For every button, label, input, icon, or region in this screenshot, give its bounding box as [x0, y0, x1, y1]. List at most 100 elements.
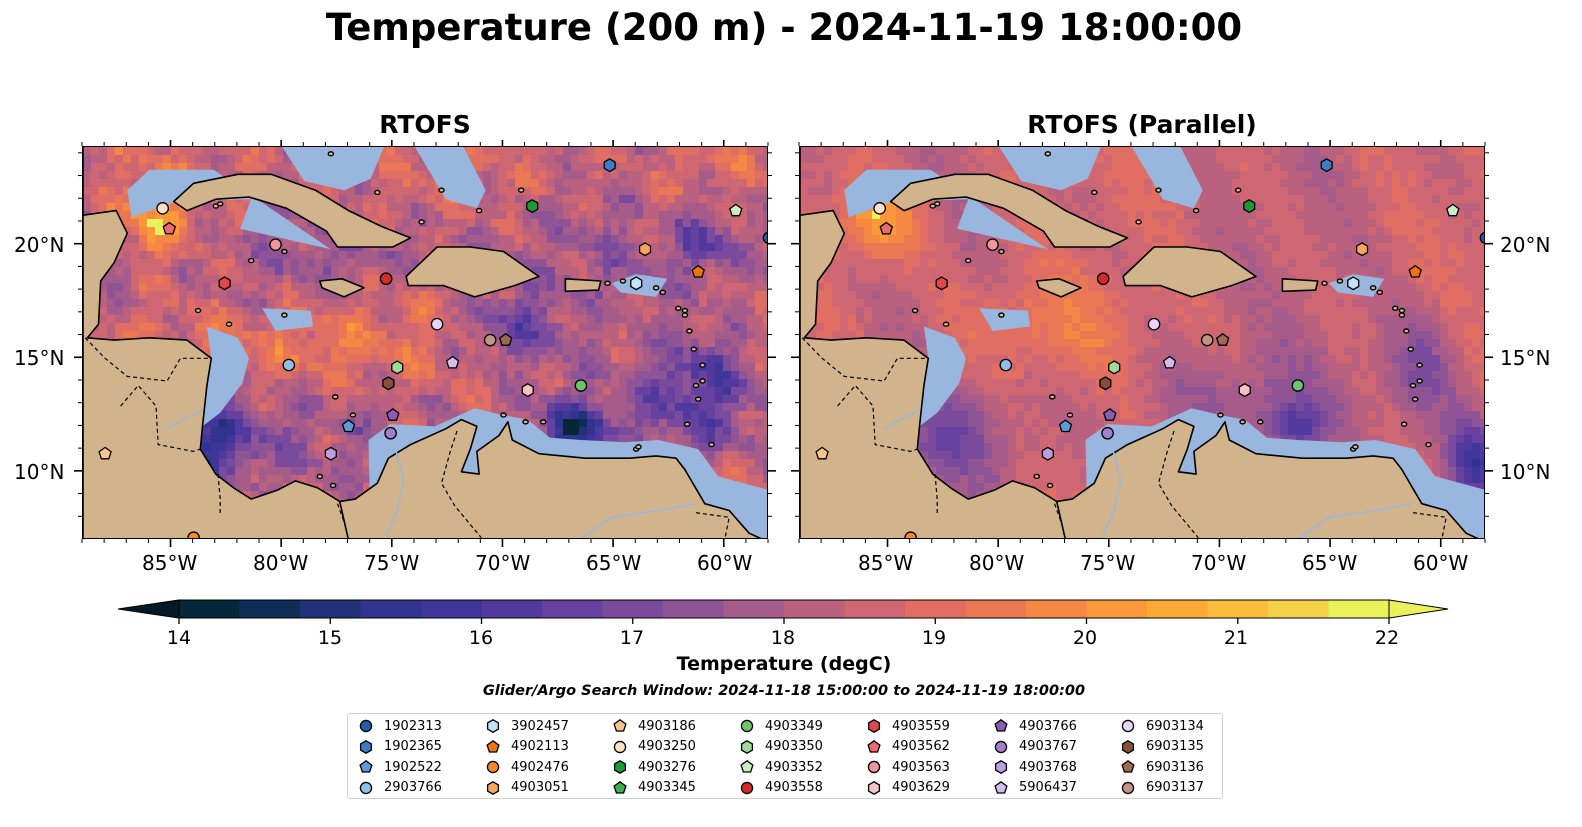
country-borders: [84, 337, 730, 538]
float-marker-4903186: [98, 446, 112, 460]
float-marker-6903135: [382, 376, 395, 391]
map-panel-rtofs-parallel: [799, 146, 1485, 539]
legend-marker: [486, 780, 500, 795]
colorbar-segment: [421, 600, 482, 618]
legend-item: 4903186: [612, 716, 696, 736]
float-marker-4903562: [162, 221, 177, 235]
legend-label: 1902522: [384, 759, 442, 775]
colorbar-over-extension: [1388, 599, 1449, 619]
float-marker-4903766: [1103, 408, 1117, 421]
colorbar-segment: [602, 600, 664, 618]
colorbar-segment: [844, 600, 906, 618]
colorbar-segment: [239, 600, 301, 618]
lon-label: 65°W: [1302, 551, 1358, 575]
hexagon-marker-icon: [1121, 739, 1135, 754]
colorbar-tick: 20: [1072, 627, 1098, 649]
legend-label: 4903186: [638, 718, 696, 734]
legend-label: 4903352: [765, 759, 823, 775]
float-marker-4903350: [1108, 360, 1121, 375]
legend-item: 1902365: [358, 737, 442, 757]
float-marker-6903136: [498, 333, 513, 346]
float-marker-4902113: [691, 264, 705, 278]
colorbar-tick: 22: [1374, 627, 1400, 649]
lat-label-left: 20°N: [14, 233, 65, 257]
pentagon-marker-icon: [613, 718, 627, 732]
pentagon-marker-icon: [359, 759, 373, 773]
float-marker-4903558: [1096, 272, 1110, 286]
pentagon-marker-icon: [486, 739, 500, 753]
hexagon-marker-icon: [740, 739, 754, 754]
figure-title: Temperature (200 m) - 2024-11-19 18:00:0…: [325, 6, 1243, 49]
colorbar-label: Temperature (degC): [676, 653, 892, 675]
legend-item: 4903768: [993, 757, 1077, 777]
legend-item: 4903562: [866, 737, 950, 757]
float-marker-4903768: [324, 446, 337, 461]
float-marker-5906437: [1162, 355, 1177, 369]
circle-marker-icon: [994, 740, 1008, 753]
legend-label: 4903562: [892, 739, 950, 754]
legend-label: 4903563: [892, 759, 950, 775]
circle-marker-icon: [867, 760, 881, 774]
legend-marker: [486, 760, 500, 774]
pentagon-marker-icon: [867, 739, 881, 753]
float-marker-4903767: [384, 426, 397, 440]
float-marker-1902365: [1320, 158, 1333, 173]
lat-label-left: 15°N: [14, 346, 65, 370]
float-marker-6903137: [483, 333, 497, 347]
colorbar-segment: [179, 600, 240, 618]
float-marker-4903629: [521, 383, 534, 398]
circle-marker-icon: [613, 740, 627, 753]
float-legend: 1902313 1902365 1902522 2903766 3902457 49021…: [347, 713, 1223, 799]
legend-marker: [740, 781, 754, 794]
colorbar-segment: [663, 600, 724, 618]
float-marker-4903352: [1446, 203, 1460, 217]
legend-label: 4903276: [638, 759, 696, 775]
legend-item: 4903276: [612, 757, 696, 777]
legend-item: 3902457: [485, 716, 569, 736]
legend-marker: [1121, 759, 1135, 773]
legend-label: 3902457: [511, 718, 569, 734]
legend-label: 4903768: [1019, 759, 1077, 775]
legend-label: 4902476: [511, 759, 569, 775]
axis-ticks: [74, 140, 1493, 547]
legend-marker: [1121, 719, 1135, 733]
legend-marker: [740, 759, 754, 773]
float-marker-6903134: [1147, 317, 1161, 331]
legend-item: 4903767: [993, 737, 1077, 757]
hexagon-marker-icon: [486, 780, 500, 795]
colorbar-segment: [1268, 600, 1329, 618]
legend-item: 4902113: [485, 737, 569, 757]
float-marker-6903136: [1215, 333, 1230, 346]
hexagon-marker-icon: [359, 739, 373, 754]
panel-title-rtofs-parallel: RTOFS (Parallel): [1027, 110, 1257, 139]
legend-label: 4903250: [638, 739, 696, 754]
hexagon-marker-icon: [994, 760, 1008, 774]
float-marker-4903186: [815, 446, 829, 460]
legend-item: 4903051: [485, 778, 569, 798]
lat-label-right: 20°N: [1500, 233, 1551, 257]
float-marker-5906437: [445, 355, 460, 369]
float-marker-1902522: [1058, 419, 1073, 433]
legend-label: 4903559: [892, 718, 950, 734]
circle-marker-icon: [740, 781, 754, 794]
colorbar-segment: [905, 600, 966, 618]
map-panel-rtofs: [82, 146, 768, 539]
float-marker-6903137: [1200, 333, 1214, 347]
lon-label: 75°W: [364, 551, 420, 575]
float-marker-6903135: [1099, 376, 1112, 391]
legend-label: 4903767: [1019, 739, 1077, 754]
float-marker-1902313: [762, 231, 767, 244]
float-markers: [98, 158, 767, 538]
legend-label: 4902113: [511, 739, 569, 754]
circle-marker-icon: [359, 781, 373, 794]
float-marker-4903768: [1041, 446, 1054, 461]
legend-label: 6903134: [1146, 718, 1204, 734]
legend-marker: [359, 781, 373, 794]
lat-label-left: 10°N: [14, 460, 65, 484]
colorbar-segment: [360, 600, 422, 618]
float-marker-4903051: [1355, 242, 1369, 257]
float-marker-4903559: [218, 276, 231, 291]
colorbar-tick: 15: [317, 627, 343, 649]
legend-marker: [486, 739, 500, 753]
legend-item: 4903558: [739, 778, 823, 798]
